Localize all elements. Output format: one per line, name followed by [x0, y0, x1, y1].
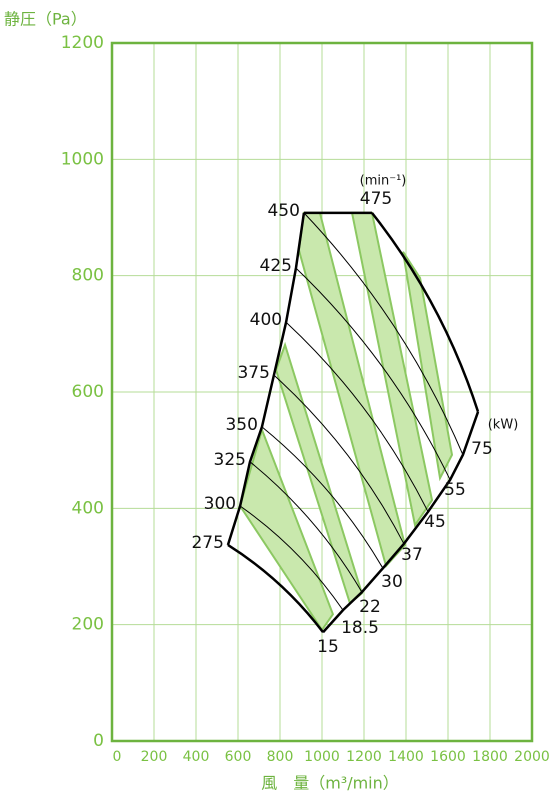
envelope-bottom [322, 411, 480, 634]
speed-label: 400 [250, 310, 282, 330]
speed-curve [303, 212, 464, 456]
speed-curve [227, 543, 325, 633]
speed-curve [249, 461, 363, 593]
speed-curve [261, 426, 384, 569]
speed-label: 425 [260, 256, 292, 276]
plot-frame [110, 41, 534, 743]
speed-curve [295, 267, 451, 481]
x-tick-label: 1600 [430, 749, 466, 765]
speed-label: 325 [214, 450, 246, 470]
power-unit: (kW) [488, 418, 519, 433]
y-tick-label: 200 [72, 615, 104, 635]
power-band [239, 426, 335, 632]
x-tick-label: 800 [267, 749, 294, 765]
y-tick-label: 600 [72, 382, 104, 402]
speed-curve [370, 212, 480, 413]
power-band [402, 251, 454, 482]
x-tick-label: 600 [225, 749, 252, 765]
speed-label: 375 [237, 363, 269, 383]
power-label: 55 [444, 480, 466, 500]
y-tick-label: 800 [72, 266, 104, 286]
x-axis-label: 風 量（m³/min） [261, 774, 399, 793]
speed-label: 275 [191, 533, 223, 553]
x-tick-label: 1000 [304, 749, 340, 765]
x-tick-label: 0 [113, 749, 122, 765]
power-label: 18.5 [341, 618, 379, 638]
power-label: 15 [317, 637, 339, 657]
y-tick-label: 0 [93, 731, 104, 751]
power-label: 37 [401, 545, 423, 565]
speed-curve [239, 505, 344, 611]
x-tick-label: 200 [141, 749, 168, 765]
x-tick-label: 1800 [472, 749, 508, 765]
envelope-left [226, 212, 306, 546]
x-tick-label: 1200 [346, 749, 382, 765]
y-tick-label: 1200 [61, 33, 104, 53]
speed-curve [273, 374, 405, 545]
x-tick-label: 2000 [514, 749, 550, 765]
power-label: 30 [381, 572, 403, 592]
speed-label: 475 [360, 189, 392, 209]
speed-label: 350 [225, 415, 257, 435]
speed-label: 300 [204, 494, 236, 514]
speed-label: 450 [267, 201, 299, 221]
y-tick-label: 1000 [61, 149, 104, 169]
y-axis-label: 静圧（Pa） [4, 10, 87, 29]
power-label: 22 [359, 597, 381, 617]
speed-unit: (min⁻¹) [360, 174, 407, 189]
x-tick-label: 400 [183, 749, 210, 765]
speed-curve [285, 321, 429, 513]
power-label: 45 [424, 512, 446, 532]
x-tick-label: 1400 [388, 749, 424, 765]
y-tick-label: 400 [72, 498, 104, 518]
power-label: 75 [471, 439, 493, 459]
